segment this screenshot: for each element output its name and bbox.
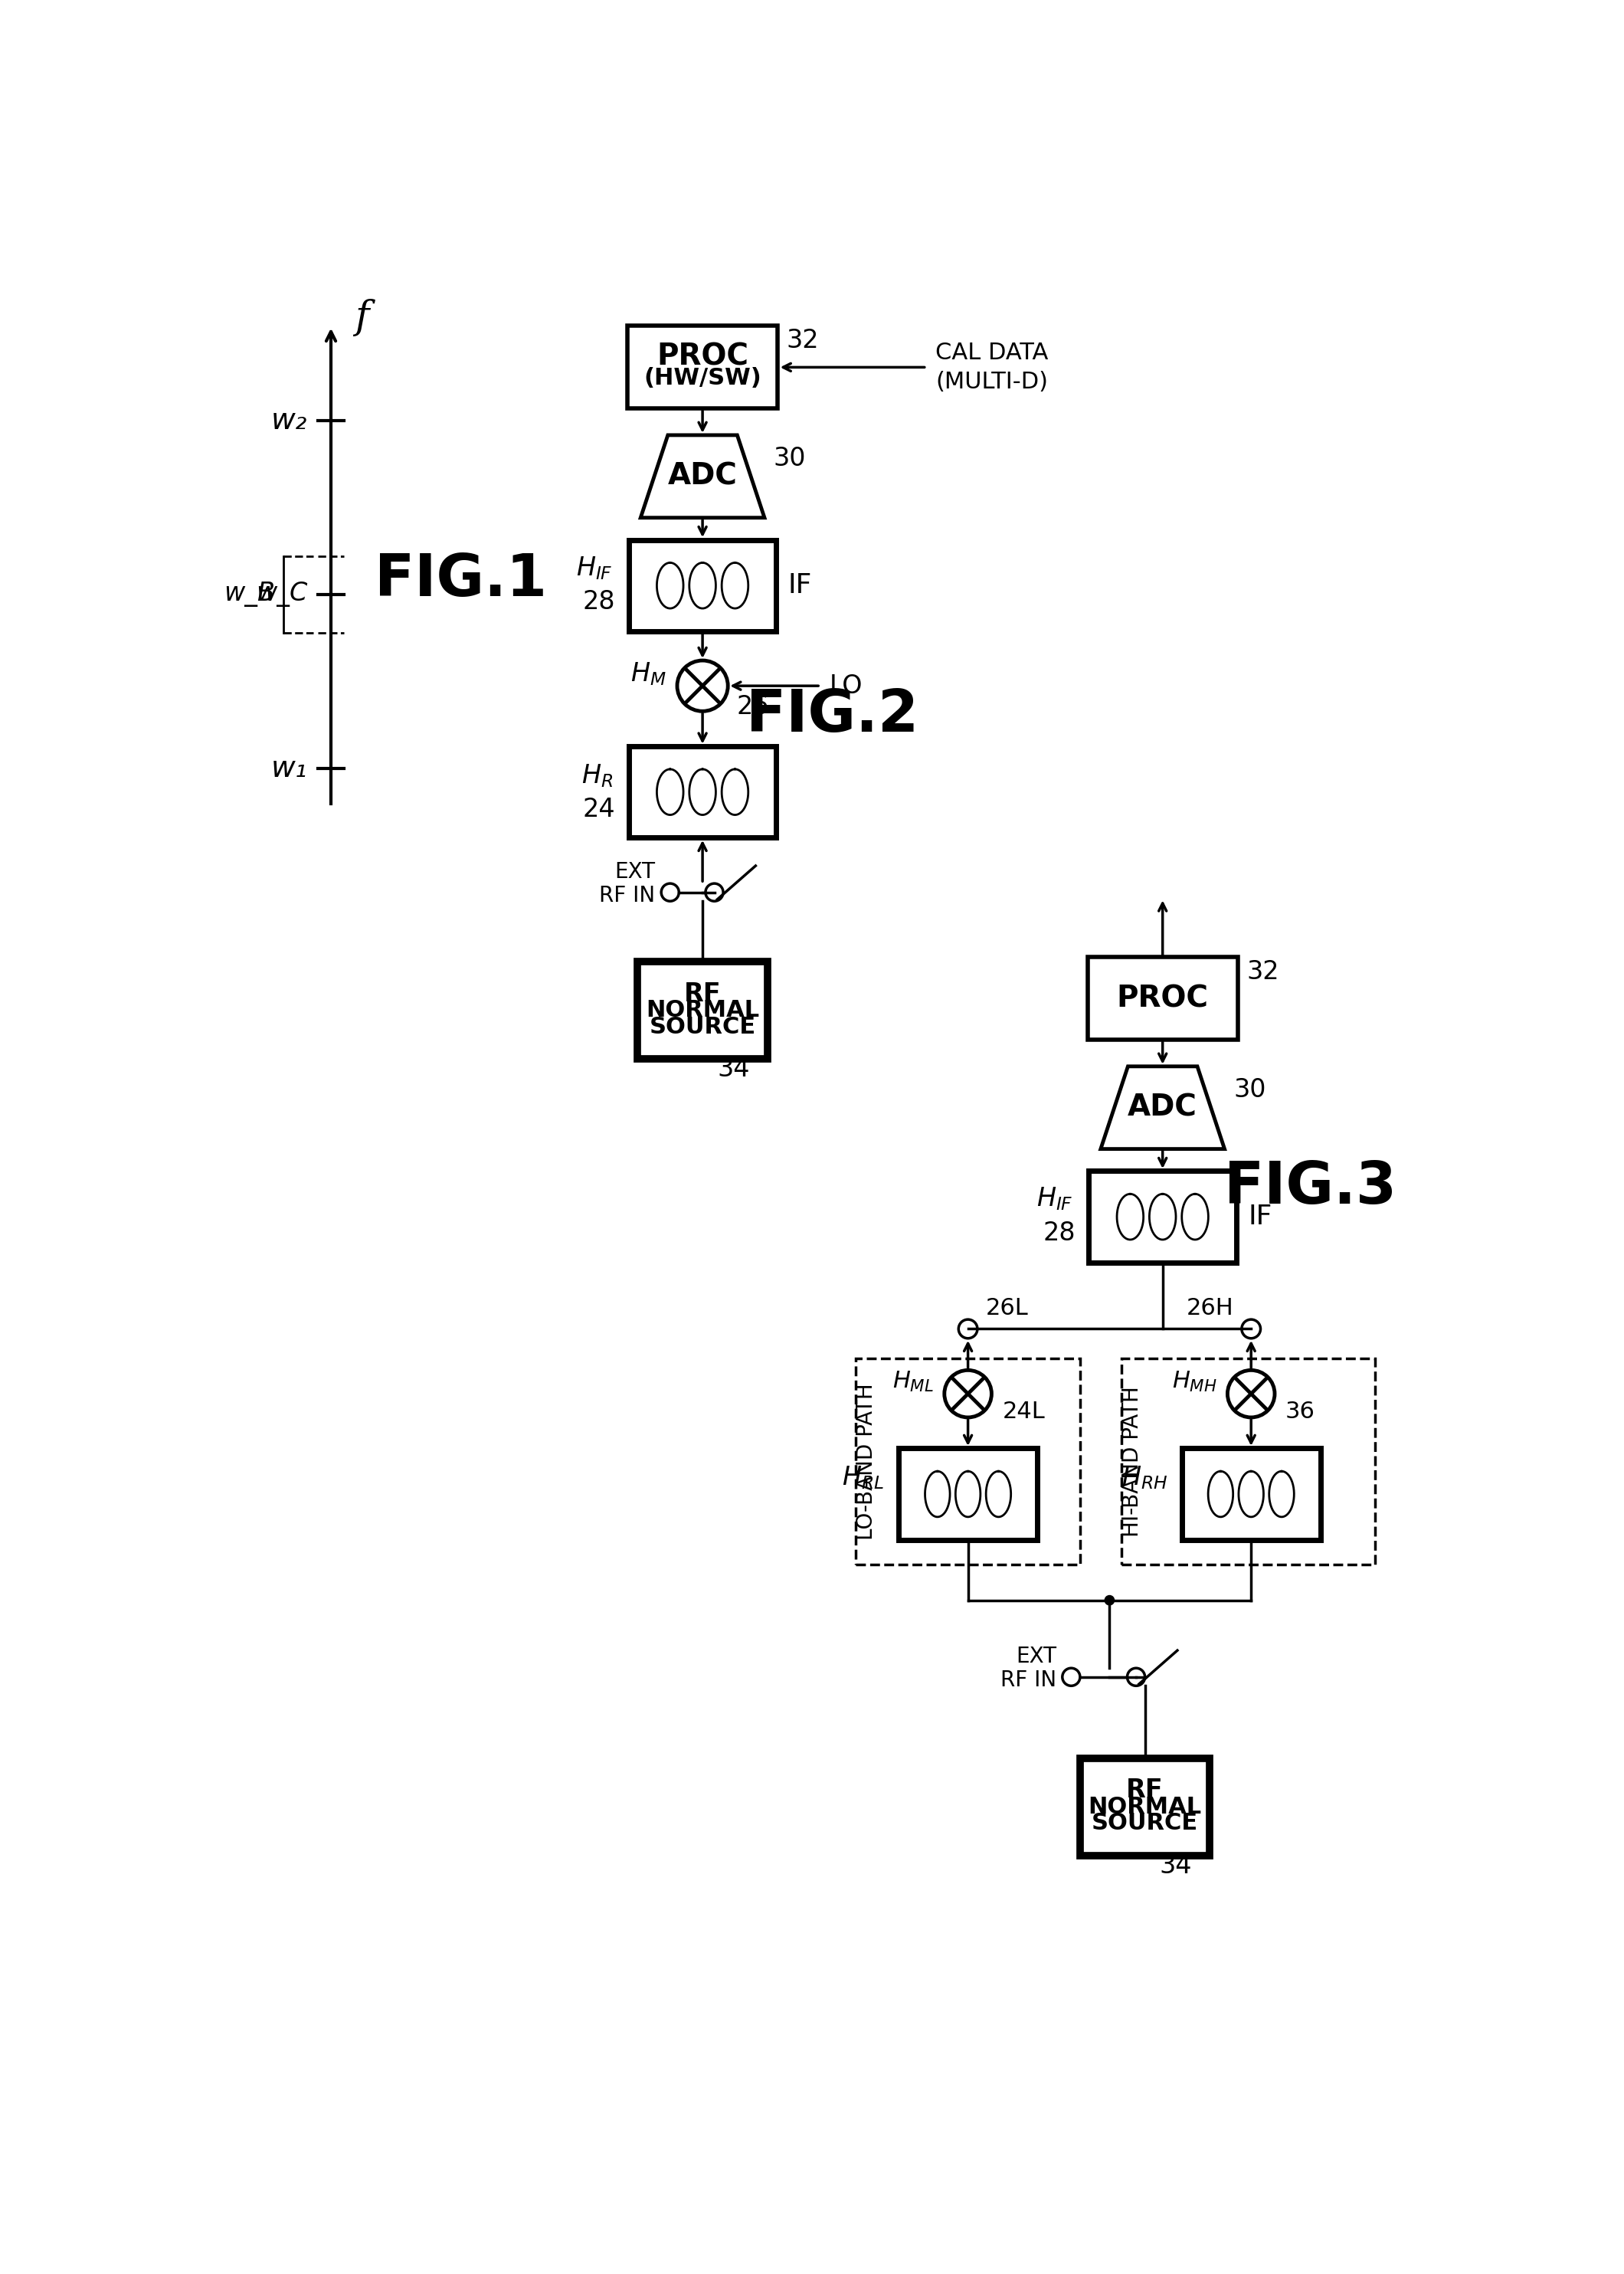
- Text: RF: RF: [684, 980, 721, 1007]
- Bar: [1080, 1758, 1210, 1856]
- Text: $H_{IF}$: $H_{IF}$: [1036, 1185, 1073, 1212]
- Text: $H_R$: $H_R$: [581, 762, 612, 789]
- Text: FIG.3: FIG.3: [1224, 1160, 1397, 1217]
- Text: 34: 34: [1160, 1853, 1192, 1878]
- Text: SOURCE: SOURCE: [650, 1016, 755, 1037]
- Bar: [628, 539, 776, 632]
- Text: 28: 28: [1043, 1221, 1075, 1246]
- Text: PROC: PROC: [656, 341, 749, 371]
- Text: 32: 32: [786, 327, 818, 352]
- Text: PROC: PROC: [1117, 985, 1208, 1014]
- Text: $H_{MH}$: $H_{MH}$: [1173, 1369, 1216, 1394]
- Text: HI-BAND PATH: HI-BAND PATH: [1121, 1387, 1143, 1537]
- Bar: [1182, 1449, 1320, 1539]
- Bar: [638, 962, 768, 1060]
- Bar: [628, 746, 776, 837]
- Text: w₂: w₂: [271, 405, 307, 434]
- Text: IF: IF: [788, 573, 812, 598]
- Text: ADC: ADC: [667, 462, 737, 491]
- Text: 34: 34: [718, 1057, 750, 1082]
- Polygon shape: [1101, 1067, 1224, 1148]
- Text: RF IN: RF IN: [599, 885, 656, 905]
- Text: 26H: 26H: [1186, 1296, 1233, 1319]
- Text: f: f: [354, 298, 369, 337]
- Text: 26: 26: [737, 694, 770, 719]
- Text: (HW/SW): (HW/SW): [643, 366, 762, 389]
- Bar: [627, 325, 778, 409]
- Text: FIG.1: FIG.1: [375, 550, 547, 607]
- Text: 24: 24: [583, 798, 615, 823]
- Text: EXT: EXT: [615, 862, 656, 882]
- Text: (MULTI-D): (MULTI-D): [935, 371, 1047, 393]
- Text: $H_{RL}$: $H_{RL}$: [843, 1464, 883, 1492]
- Text: 28: 28: [583, 589, 615, 614]
- Text: SOURCE: SOURCE: [1091, 1812, 1199, 1835]
- Text: IF: IF: [1249, 1203, 1272, 1230]
- Circle shape: [1104, 1596, 1114, 1605]
- Text: LO-BAND PATH: LO-BAND PATH: [856, 1383, 877, 1539]
- Text: 36: 36: [1285, 1401, 1315, 1424]
- Bar: [1121, 1358, 1376, 1565]
- Text: $H_{RH}$: $H_{RH}$: [1121, 1464, 1168, 1492]
- Text: w_B: w_B: [224, 582, 274, 607]
- Polygon shape: [640, 434, 765, 518]
- Text: LO: LO: [830, 673, 862, 698]
- Text: EXT: EXT: [1017, 1646, 1057, 1667]
- Text: 30: 30: [1233, 1078, 1267, 1103]
- Bar: [898, 1449, 1038, 1539]
- Text: 24L: 24L: [1002, 1401, 1044, 1424]
- Text: w_C: w_C: [257, 582, 307, 607]
- Text: CAL DATA: CAL DATA: [935, 341, 1049, 364]
- Text: NORMAL: NORMAL: [1088, 1796, 1202, 1817]
- Text: NORMAL: NORMAL: [646, 998, 760, 1021]
- Text: RF: RF: [1127, 1778, 1163, 1803]
- Bar: [856, 1358, 1080, 1565]
- Text: $H_M$: $H_M$: [630, 662, 666, 687]
- Bar: [1088, 957, 1237, 1039]
- Text: w₁: w₁: [271, 755, 307, 782]
- Text: FIG.2: FIG.2: [745, 687, 919, 744]
- Text: RF IN: RF IN: [1000, 1669, 1057, 1690]
- Text: ADC: ADC: [1127, 1094, 1197, 1123]
- Bar: [1088, 1171, 1236, 1262]
- Text: 26L: 26L: [986, 1296, 1028, 1319]
- Text: 30: 30: [773, 446, 806, 471]
- Text: $H_{IF}$: $H_{IF}$: [577, 555, 612, 582]
- Text: $H_{ML}$: $H_{ML}$: [893, 1369, 934, 1394]
- Text: 32: 32: [1246, 960, 1280, 985]
